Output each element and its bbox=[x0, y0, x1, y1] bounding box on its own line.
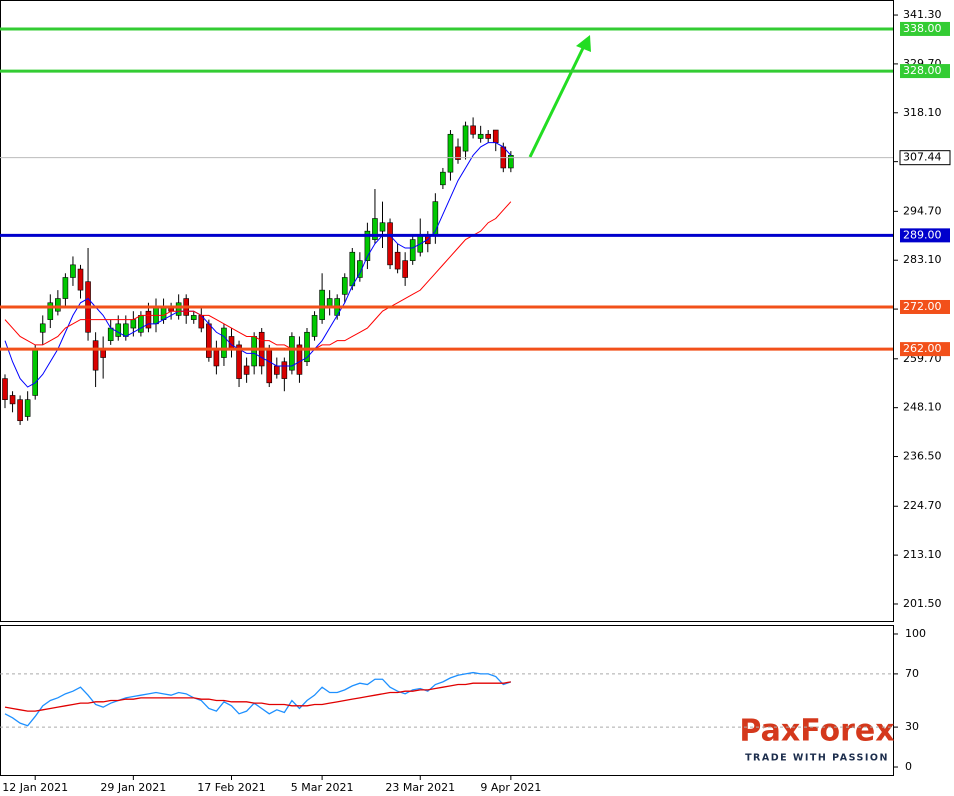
candle-body bbox=[62, 277, 69, 299]
candle-body bbox=[145, 310, 152, 329]
moving-average bbox=[4, 201, 512, 350]
candle-body bbox=[221, 327, 227, 358]
candle-body bbox=[341, 277, 348, 295]
x-tick-label: 23 Mar 2021 bbox=[385, 781, 455, 794]
candle-body bbox=[160, 306, 167, 320]
candle-body bbox=[32, 348, 39, 396]
candle-body bbox=[92, 340, 99, 371]
candle-body bbox=[9, 395, 16, 405]
level-label: 328.00 bbox=[903, 64, 942, 77]
indicator-line bbox=[4, 681, 511, 712]
candle-body bbox=[379, 222, 386, 232]
candle-body bbox=[402, 260, 408, 278]
y-tick-label: 213.10 bbox=[903, 548, 942, 561]
candle-body bbox=[251, 336, 257, 367]
candle-body bbox=[266, 348, 273, 384]
y-tick-label: 236.50 bbox=[903, 450, 942, 463]
candle-body bbox=[206, 323, 212, 358]
candle-body bbox=[477, 133, 484, 139]
rsi-panel bbox=[0, 625, 894, 776]
level-tag bbox=[900, 342, 950, 357]
level-label: 289.00 bbox=[903, 228, 942, 241]
forecast-arrowhead bbox=[576, 35, 591, 52]
y-tick-label: 224.70 bbox=[903, 499, 942, 512]
candle-body bbox=[357, 260, 363, 278]
candle-body bbox=[372, 218, 378, 240]
candle-body bbox=[70, 264, 76, 278]
candle-body bbox=[273, 365, 280, 375]
logo-name: PaxForex bbox=[739, 714, 894, 749]
candle-body bbox=[409, 239, 416, 261]
candle-body bbox=[485, 133, 492, 139]
last-price-label: 307.44 bbox=[903, 151, 942, 164]
candle-body bbox=[440, 171, 446, 186]
candle-body bbox=[236, 344, 242, 379]
y-tick-label: 0 bbox=[905, 760, 912, 773]
candle-body bbox=[281, 361, 288, 379]
level-tag bbox=[900, 64, 950, 79]
last-price-tag bbox=[899, 150, 951, 166]
candle-body bbox=[455, 146, 461, 160]
candle-body bbox=[130, 319, 137, 329]
candle-body bbox=[387, 222, 393, 266]
candle-body bbox=[394, 251, 401, 270]
candle-body bbox=[190, 315, 197, 320]
y-tick-label: 318.10 bbox=[903, 106, 942, 119]
candle-body bbox=[39, 323, 46, 333]
level-label: 338.00 bbox=[903, 22, 942, 35]
y-tick-label: 100 bbox=[905, 627, 926, 640]
candle-body bbox=[55, 298, 61, 312]
y-tick-label: 294.70 bbox=[903, 204, 942, 217]
level-label: 262.00 bbox=[903, 342, 942, 355]
level-tag bbox=[900, 299, 950, 314]
candle-body bbox=[470, 125, 476, 135]
candle-body bbox=[115, 323, 122, 337]
candle-body bbox=[304, 331, 310, 363]
y-tick-label: 70 bbox=[905, 667, 919, 680]
candle-body bbox=[24, 399, 31, 417]
y-tick-label: 201.50 bbox=[903, 597, 942, 610]
y-tick-label: 30 bbox=[905, 720, 919, 733]
y-tick-label: 341.30 bbox=[903, 8, 942, 21]
y-tick-label: 248.10 bbox=[903, 401, 942, 414]
y-tick-label: 283.10 bbox=[903, 253, 942, 266]
candle-body bbox=[2, 378, 8, 400]
candle-body bbox=[311, 315, 318, 337]
logo-tagline: TRADE WITH PASSION bbox=[745, 753, 889, 764]
candle-body bbox=[107, 327, 114, 341]
candle-body bbox=[364, 230, 371, 261]
x-tick-label: 17 Feb 2021 bbox=[197, 781, 265, 794]
candle-body bbox=[175, 302, 182, 316]
candle-body bbox=[138, 315, 144, 333]
candle-body bbox=[213, 348, 220, 367]
candle-body bbox=[47, 302, 54, 320]
x-tick-label: 12 Jan 2021 bbox=[2, 781, 68, 794]
candle-body bbox=[123, 323, 129, 337]
candle-body bbox=[492, 129, 499, 143]
candle-body bbox=[17, 399, 23, 422]
x-tick-label: 9 Apr 2021 bbox=[480, 781, 541, 794]
indicator-line bbox=[4, 671, 512, 727]
level-tag bbox=[900, 228, 950, 243]
candle-body bbox=[243, 365, 250, 375]
x-tick-label: 5 Mar 2021 bbox=[291, 781, 354, 794]
candle-body bbox=[447, 133, 454, 173]
level-tag bbox=[900, 21, 950, 36]
candle-body bbox=[77, 268, 84, 291]
candle-body bbox=[349, 251, 356, 287]
forecast-arrow bbox=[528, 45, 586, 158]
candle-body bbox=[462, 125, 469, 152]
moving-average bbox=[4, 142, 512, 388]
candle-body bbox=[319, 289, 325, 320]
candle-body bbox=[289, 336, 295, 371]
level-label: 272.00 bbox=[903, 300, 942, 313]
candle-body bbox=[296, 344, 303, 375]
x-tick-label: 29 Jan 2021 bbox=[100, 781, 166, 794]
main-panel bbox=[0, 0, 894, 622]
